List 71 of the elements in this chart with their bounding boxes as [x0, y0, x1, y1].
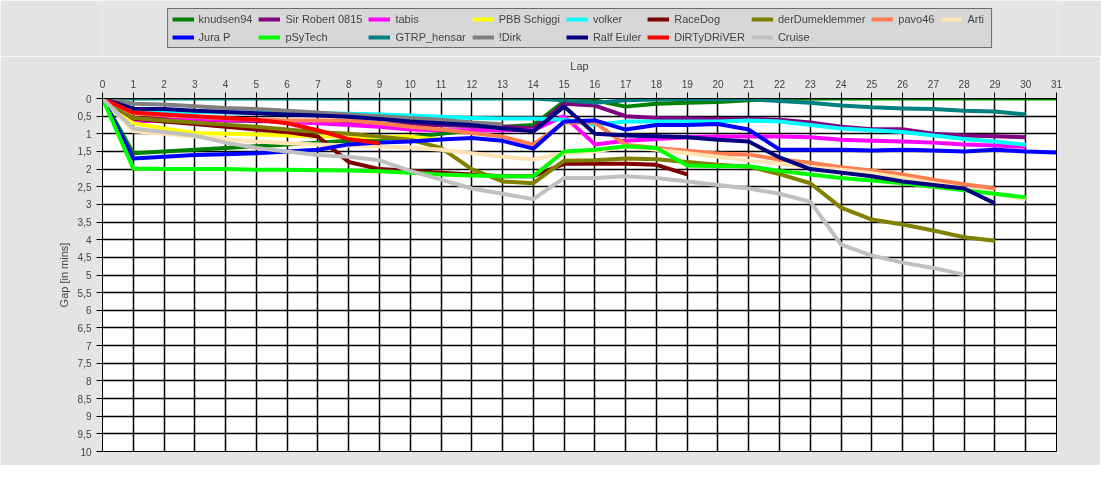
legend-label: RaceDog [674, 13, 721, 25]
x-tick-label: 25 [866, 78, 878, 90]
x-tick-label: 11 [435, 78, 447, 90]
y-tick-label: 9 [85, 411, 92, 423]
x-tick-label: 9 [376, 78, 383, 90]
y-tick-label: 5,5 [77, 287, 92, 299]
x-tick-label: 21 [743, 78, 755, 90]
y-tick-label: 6 [85, 305, 92, 317]
y-tick-label: 3,5 [77, 217, 92, 229]
x-tick-label: 26 [897, 78, 909, 90]
y-tick-label: 0 [85, 93, 92, 105]
x-tick-label: 30 [1020, 78, 1032, 90]
x-tick-label: 0 [99, 78, 106, 90]
x-tick-label: 31 [1050, 78, 1063, 90]
legend-label: Jura P [198, 31, 231, 43]
x-tick-label: 16 [589, 78, 601, 90]
x-tick-label: 27 [927, 78, 940, 90]
legend-label: pavo46 [898, 13, 935, 25]
y-tick-label: 1,5 [77, 146, 92, 158]
x-tick-label: 20 [712, 78, 724, 90]
y-tick-label: 4,5 [77, 252, 92, 264]
legend-label: !Dirk [498, 31, 522, 43]
legend-label: Arti [967, 13, 985, 25]
x-tick-label: 28 [958, 78, 971, 90]
legend-label: volker [592, 13, 623, 25]
legend-label: Ralf Euler [592, 31, 642, 43]
x-tick-label: 14 [527, 78, 540, 90]
legend-label: PBB Schiggi [498, 13, 560, 25]
y-tick-label: 2,5 [77, 181, 92, 193]
legend-label: derDumeklemmer [777, 13, 866, 25]
y-tick-label: 0,5 [77, 111, 92, 123]
y-tick-label: 8,5 [77, 393, 92, 405]
x-tick-label: 6 [284, 78, 291, 90]
x-tick-label: 4 [222, 78, 229, 90]
x-tick-label: 13 [497, 78, 509, 90]
x-tick-label: 17 [620, 78, 632, 90]
y-axis-title: Gap [in mins] [57, 242, 70, 308]
x-tick-label: 8 [345, 78, 352, 90]
y-tick-label: 7,5 [77, 358, 92, 370]
y-tick-label: 10 [80, 446, 92, 458]
x-tick-label: 3 [192, 78, 199, 90]
legend-label: Cruise [777, 31, 810, 43]
x-tick-label: 2 [161, 78, 168, 90]
y-tick-label: 3 [85, 199, 92, 211]
x-tick-label: 23 [804, 78, 817, 90]
legend-label: GTRP_hensar [395, 31, 466, 43]
x-tick-label: 19 [681, 78, 694, 90]
x-tick-label: 5 [253, 78, 260, 90]
x-tick-label: 7 [315, 78, 322, 90]
y-tick-label: 4 [85, 234, 92, 246]
x-tick-label: 22 [773, 78, 786, 90]
legend-label: Sir Robert 0815 [285, 13, 363, 25]
y-tick-label: 7 [85, 340, 92, 352]
legend-label: pSyTech [285, 31, 328, 43]
y-tick-label: 9,5 [77, 428, 92, 440]
legend-label: knudsen94 [198, 13, 253, 25]
y-tick-label: 5 [85, 270, 92, 281]
legend-label: DiRTyDRiVER [674, 31, 745, 43]
y-tick-label: 6,5 [77, 322, 92, 334]
x-tick-label: 12 [466, 78, 478, 90]
x-axis-title: Lap [570, 59, 589, 72]
x-tick-label: 18 [650, 78, 663, 90]
x-tick-label: 10 [404, 78, 417, 90]
y-tick-label: 2 [85, 164, 92, 176]
legend-label: tabis [395, 13, 419, 25]
x-tick-label: 1 [130, 78, 137, 90]
x-tick-label: 24 [835, 78, 848, 90]
x-tick-label: 15 [558, 78, 571, 90]
y-tick-label: 1 [85, 128, 92, 140]
y-tick-label: 8 [85, 375, 92, 387]
x-tick-label: 29 [989, 78, 1001, 90]
